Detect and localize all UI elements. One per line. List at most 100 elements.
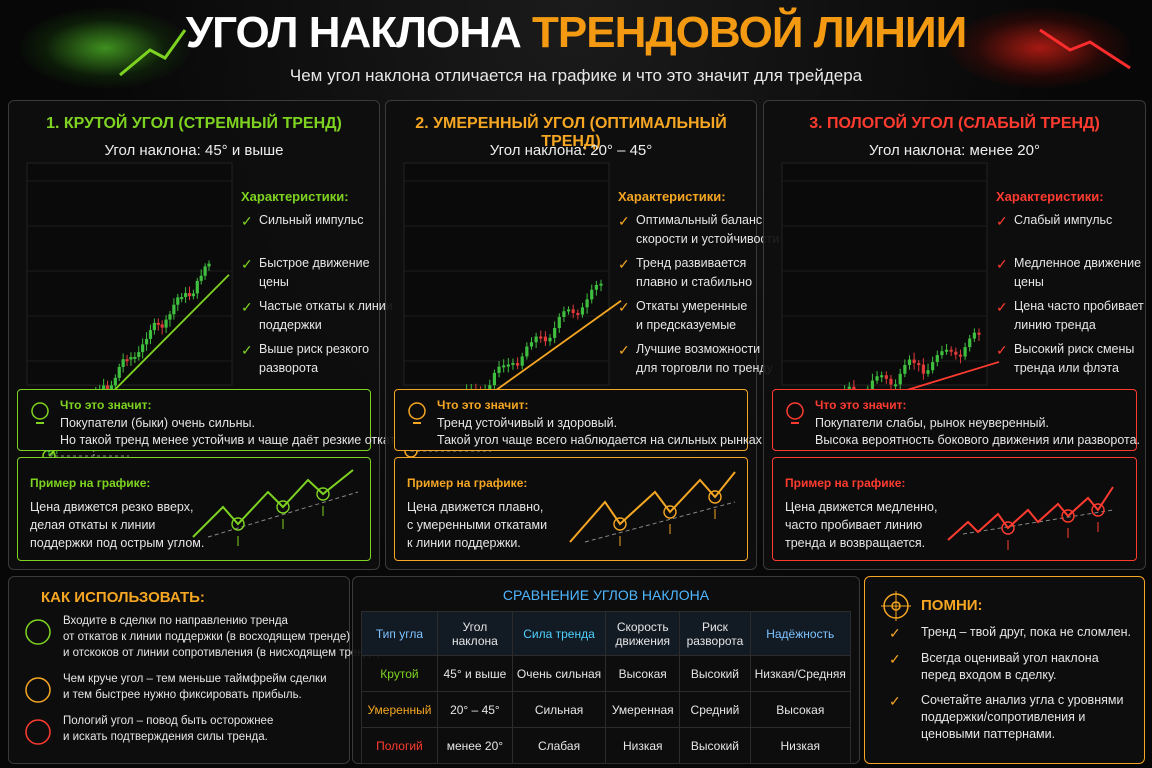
candle-body: [525, 346, 529, 357]
remember-text: Сочетайте анализ угла с уровнями: [921, 693, 1124, 707]
panel-heading: 1. КРУТОЙ УГОЛ (СТРЕМНЫЙ ТРЕНД): [46, 115, 342, 132]
example-chart: [192, 469, 359, 546]
table-row: Умеренный 20° – 45° Сильная Умеренная Средни…: [361, 691, 852, 728]
candle-body: [117, 366, 121, 378]
table-cell: Умеренная: [605, 691, 681, 728]
check-icon: ✓: [996, 299, 1008, 315]
candle-body: [144, 338, 149, 345]
candle-body: [148, 330, 153, 339]
bulb-icon: [31, 402, 49, 424]
table-cell: Высокий: [679, 727, 751, 764]
how-text: и отскоков от линии сопротивления (в нис…: [63, 647, 384, 659]
candle-body: [187, 293, 192, 297]
meaning-title: Что это значит:: [815, 398, 907, 412]
example-price: [569, 471, 736, 543]
table-cell: 20° – 45°: [436, 691, 513, 728]
table-header: Угол наклона: [436, 611, 513, 656]
candle-body: [548, 337, 552, 342]
meaning-title: Что это значит:: [437, 398, 529, 412]
table-cell: Сильная: [511, 691, 607, 728]
table-cell: Слабая: [511, 727, 607, 764]
check-icon: ✓: [618, 299, 630, 315]
remember-title: ПОМНИ:: [921, 597, 983, 614]
how-text: Пологий угол – повод быть осторожнее: [63, 715, 274, 727]
characteristic-text: Слабый импульс: [1014, 213, 1113, 227]
characteristic-text: Лучшие возможности: [636, 342, 761, 356]
example-title: Пример на графике:: [407, 476, 528, 490]
candle-body: [576, 312, 580, 315]
panel: 1. КРУТОЙ УГОЛ (СТРЕМНЫЙ ТРЕНД) Угол накл…: [8, 100, 408, 570]
remember-text: поддержки/сопротивления и: [921, 710, 1086, 724]
example-text: делая откаты к линии: [30, 518, 156, 532]
candle-body: [492, 372, 497, 386]
candle-body: [102, 385, 106, 390]
example-text: тренда и возвращается.: [785, 536, 926, 550]
candle-body: [553, 327, 557, 338]
how-text: и искать подтверждения силы тренда.: [63, 731, 268, 743]
table-cell: 45° и выше: [436, 655, 513, 692]
candle-body: [191, 293, 195, 297]
example-trendline: [207, 491, 359, 538]
row-label: Крутой: [361, 655, 438, 692]
characteristic-text: линию тренда: [1014, 318, 1096, 332]
candle-body: [168, 314, 172, 320]
table-header-row: Тип угла Угол наклона Сила тренда Скорость …: [361, 611, 852, 656]
example-title: Пример на графике:: [785, 476, 906, 490]
candle-body: [105, 385, 110, 391]
remember-text: Тренд – твой друг, пока не сломлен.: [921, 625, 1131, 639]
candle-body: [488, 385, 492, 392]
comparison-title: СРАВНЕНИЕ УГЛОВ НАКЛОНА: [502, 587, 710, 603]
table-header: Скорость движения: [605, 611, 681, 656]
candle-body: [557, 316, 561, 328]
check-icon: ✓: [618, 342, 630, 358]
remember-text: Всегда оценивай угол наклона: [921, 651, 1099, 665]
panel-angle: Угол наклона: 20° – 45°: [489, 142, 653, 159]
example-trendline: [584, 501, 736, 543]
check-icon: ✓: [996, 213, 1008, 229]
row-label: Умеренный: [361, 691, 438, 728]
characteristic-text: Цена часто пробивает: [1014, 299, 1144, 313]
characteristic-text: Медленное движение: [1014, 256, 1142, 270]
candle-body: [972, 332, 976, 339]
characteristic-text: Выше риск резкого: [259, 342, 370, 356]
characteristic-text: скорости и устойчивости: [636, 232, 780, 246]
meaning-text: Высока вероятность бокового движения или…: [815, 433, 1141, 447]
example-chart: [947, 486, 1114, 550]
table-cell: Низкая: [749, 727, 852, 764]
icon-ring: [25, 619, 51, 645]
candle-body: [183, 293, 188, 298]
example-price: [192, 469, 354, 538]
characteristic-text: для торговли по тренду: [636, 361, 773, 375]
candle-body: [176, 297, 180, 305]
example-text: с умеренными откатами: [407, 518, 548, 532]
candle-body: [926, 370, 930, 374]
panel: 2. УМЕРЕННЫЙ УГОЛ (ОПТИМАЛЬНЫЙ ТРЕНД) Уго…: [385, 100, 779, 570]
check-icon: ✓: [618, 213, 630, 229]
characteristic-text: Частые откаты к линии: [259, 299, 393, 313]
bulb: [31, 402, 49, 420]
candle-body: [884, 375, 888, 379]
how-icon: [25, 619, 51, 645]
example-box: Пример на графике: Цена движется плавно, с…: [394, 457, 748, 561]
candle-body: [944, 349, 949, 352]
candle-body: [898, 373, 902, 385]
example-text: часто пробивает линию: [785, 518, 923, 532]
candle-body: [121, 359, 125, 367]
candle-chart: [403, 162, 622, 458]
candle-body: [152, 322, 156, 331]
example-text: Цена движется медленно,: [785, 500, 938, 514]
meaning-text: Такой угол чаще всего наблюдается на сил…: [437, 433, 766, 447]
candle-body: [585, 299, 589, 308]
how-to-use-box: КАК ИСПОЛЬЗОВАТЬ: Входите в сделки по нап…: [8, 576, 384, 764]
check-icon: ✓: [889, 625, 901, 641]
title-main: УГОЛ НАКЛОНА: [185, 8, 522, 57]
how-text: Входите в сделки по направлению тренда: [63, 615, 288, 627]
remember-box: ПОМНИ: ✓ Тренд – твой друг, пока не сломле…: [864, 576, 1145, 764]
example-title: Пример на графике:: [30, 476, 151, 490]
table-cell: Высокий: [679, 655, 751, 692]
meaning-title: Что это значит:: [60, 398, 152, 412]
check-icon: ✓: [241, 299, 253, 315]
how-to-use-title: КАК ИСПОЛЬЗОВАТЬ:: [41, 589, 205, 606]
meaning-box: Что это значит: Тренд устойчивый и здоров…: [394, 389, 765, 451]
icon-ring: [25, 677, 51, 703]
